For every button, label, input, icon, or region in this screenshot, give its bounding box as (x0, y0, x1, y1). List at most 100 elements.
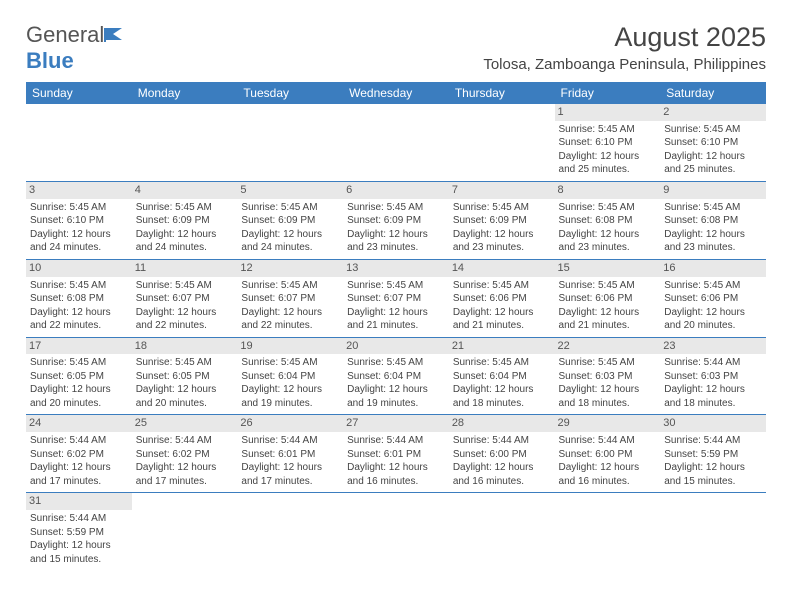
calendar-cell: 17Sunrise: 5:45 AMSunset: 6:05 PMDayligh… (26, 337, 132, 415)
daylight-text: Daylight: 12 hours and 19 minutes. (241, 383, 339, 410)
daylight-text: Daylight: 12 hours and 23 minutes. (453, 228, 551, 255)
calendar-row: 17Sunrise: 5:45 AMSunset: 6:05 PMDayligh… (26, 337, 766, 415)
day-number: 9 (660, 182, 766, 199)
daylight-text: Daylight: 12 hours and 22 minutes. (30, 306, 128, 333)
calendar-cell: 15Sunrise: 5:45 AMSunset: 6:06 PMDayligh… (555, 259, 661, 337)
daylight-text: Daylight: 12 hours and 23 minutes. (347, 228, 445, 255)
sunrise-text: Sunrise: 5:44 AM (453, 434, 551, 448)
daylight-text: Daylight: 12 hours and 17 minutes. (30, 461, 128, 488)
weekday-header: Saturday (660, 82, 766, 104)
daylight-text: Daylight: 12 hours and 23 minutes. (559, 228, 657, 255)
daylight-text: Daylight: 12 hours and 16 minutes. (453, 461, 551, 488)
calendar-cell-empty (237, 104, 343, 181)
day-number: 5 (237, 182, 343, 199)
daylight-text: Daylight: 12 hours and 25 minutes. (664, 150, 762, 177)
calendar-cell: 28Sunrise: 5:44 AMSunset: 6:00 PMDayligh… (449, 415, 555, 493)
sunrise-text: Sunrise: 5:45 AM (136, 356, 234, 370)
sunset-text: Sunset: 5:59 PM (664, 448, 762, 462)
sunrise-text: Sunrise: 5:45 AM (559, 201, 657, 215)
daylight-text: Daylight: 12 hours and 18 minutes. (453, 383, 551, 410)
sunrise-text: Sunrise: 5:45 AM (136, 201, 234, 215)
sunrise-text: Sunrise: 5:45 AM (664, 201, 762, 215)
calendar-cell: 23Sunrise: 5:44 AMSunset: 6:03 PMDayligh… (660, 337, 766, 415)
calendar-cell: 11Sunrise: 5:45 AMSunset: 6:07 PMDayligh… (132, 259, 238, 337)
sunset-text: Sunset: 6:04 PM (241, 370, 339, 384)
calendar-row: 24Sunrise: 5:44 AMSunset: 6:02 PMDayligh… (26, 415, 766, 493)
daylight-text: Daylight: 12 hours and 17 minutes. (136, 461, 234, 488)
sunrise-text: Sunrise: 5:45 AM (347, 356, 445, 370)
sunset-text: Sunset: 6:04 PM (453, 370, 551, 384)
weekday-row: SundayMondayTuesdayWednesdayThursdayFrid… (26, 82, 766, 104)
logo-text: GeneralBlue (26, 22, 126, 74)
daylight-text: Daylight: 12 hours and 20 minutes. (136, 383, 234, 410)
day-number: 30 (660, 415, 766, 432)
calendar-cell: 5Sunrise: 5:45 AMSunset: 6:09 PMDaylight… (237, 181, 343, 259)
sunset-text: Sunset: 6:09 PM (136, 214, 234, 228)
sunrise-text: Sunrise: 5:44 AM (559, 434, 657, 448)
daylight-text: Daylight: 12 hours and 18 minutes. (664, 383, 762, 410)
daylight-text: Daylight: 12 hours and 20 minutes. (30, 383, 128, 410)
calendar-cell: 4Sunrise: 5:45 AMSunset: 6:09 PMDaylight… (132, 181, 238, 259)
calendar-head: SundayMondayTuesdayWednesdayThursdayFrid… (26, 82, 766, 104)
calendar-cell: 21Sunrise: 5:45 AMSunset: 6:04 PMDayligh… (449, 337, 555, 415)
calendar-cell: 16Sunrise: 5:45 AMSunset: 6:06 PMDayligh… (660, 259, 766, 337)
day-number: 17 (26, 338, 132, 355)
sunset-text: Sunset: 6:06 PM (453, 292, 551, 306)
calendar-row: 1Sunrise: 5:45 AM Sunset: 6:10 PM Daylight… (26, 104, 766, 181)
daylight-text: Daylight: 12 hours and 19 minutes. (347, 383, 445, 410)
day-number: 6 (343, 182, 449, 199)
page-title: August 2025 (483, 22, 766, 53)
calendar-cell: 3Sunrise: 5:45 AMSunset: 6:10 PMDaylight… (26, 181, 132, 259)
day-number: 20 (343, 338, 449, 355)
logo: GeneralBlue (26, 22, 126, 74)
daylight-text: Daylight: 12 hours and 15 minutes. (664, 461, 762, 488)
calendar-cell-empty (343, 104, 449, 181)
daylight-text: Daylight: 12 hours and 16 minutes. (347, 461, 445, 488)
day-number: 1 (555, 104, 661, 121)
sunset-text: Sunset: 6:10 PM (559, 136, 657, 150)
day-number: 29 (555, 415, 661, 432)
sunrise-text: Sunrise: 5:45 AM (559, 356, 657, 370)
sunrise-text: Sunrise: 5:45 AM (664, 279, 762, 293)
day-number: 23 (660, 338, 766, 355)
sunset-text: Sunset: 6:07 PM (136, 292, 234, 306)
flag-icon (104, 22, 126, 48)
calendar-cell-empty (449, 104, 555, 181)
calendar-cell-empty (660, 493, 766, 570)
sunset-text: Sunset: 6:03 PM (664, 370, 762, 384)
sunrise-text: Sunrise: 5:45 AM (30, 356, 128, 370)
location-text: Tolosa, Zamboanga Peninsula, Philippines (483, 56, 766, 73)
sunset-text: Sunset: 6:06 PM (559, 292, 657, 306)
sunset-text: Sunset: 6:04 PM (347, 370, 445, 384)
day-number: 19 (237, 338, 343, 355)
weekday-header: Tuesday (237, 82, 343, 104)
day-number: 31 (26, 493, 132, 510)
daylight-text: Daylight: 12 hours and 22 minutes. (241, 306, 339, 333)
sunset-text: Sunset: 6:08 PM (664, 214, 762, 228)
sunrise-text: Sunrise: 5:44 AM (347, 434, 445, 448)
calendar-cell-empty (132, 104, 238, 181)
daylight-text: Daylight: 12 hours and 18 minutes. (559, 383, 657, 410)
day-number: 18 (132, 338, 238, 355)
sunrise-text: Sunrise: 5:45 AM (241, 279, 339, 293)
sunrise-text: Sunrise: 5:44 AM (136, 434, 234, 448)
calendar-cell: 8Sunrise: 5:45 AMSunset: 6:08 PMDaylight… (555, 181, 661, 259)
daylight-text: Daylight: 12 hours and 20 minutes. (664, 306, 762, 333)
daylight-text: Daylight: 12 hours and 15 minutes. (30, 539, 128, 566)
sunset-text: Sunset: 6:07 PM (241, 292, 339, 306)
daylight-text: Daylight: 12 hours and 22 minutes. (136, 306, 234, 333)
day-number: 27 (343, 415, 449, 432)
sunrise-text: Sunrise: 5:45 AM (30, 201, 128, 215)
sunset-text: Sunset: 6:09 PM (241, 214, 339, 228)
sunset-text: Sunset: 6:10 PM (30, 214, 128, 228)
sunrise-text: Sunrise: 5:45 AM (664, 123, 762, 137)
day-number: 10 (26, 260, 132, 277)
day-number: 28 (449, 415, 555, 432)
sunset-text: Sunset: 6:01 PM (241, 448, 339, 462)
sunrise-text: Sunrise: 5:45 AM (347, 201, 445, 215)
daylight-text: Daylight: 12 hours and 21 minutes. (453, 306, 551, 333)
day-number: 12 (237, 260, 343, 277)
sunrise-text: Sunrise: 5:44 AM (664, 434, 762, 448)
calendar-cell: 2Sunrise: 5:45 AMSunset: 6:10 PMDaylight… (660, 104, 766, 181)
sunset-text: Sunset: 6:09 PM (453, 214, 551, 228)
